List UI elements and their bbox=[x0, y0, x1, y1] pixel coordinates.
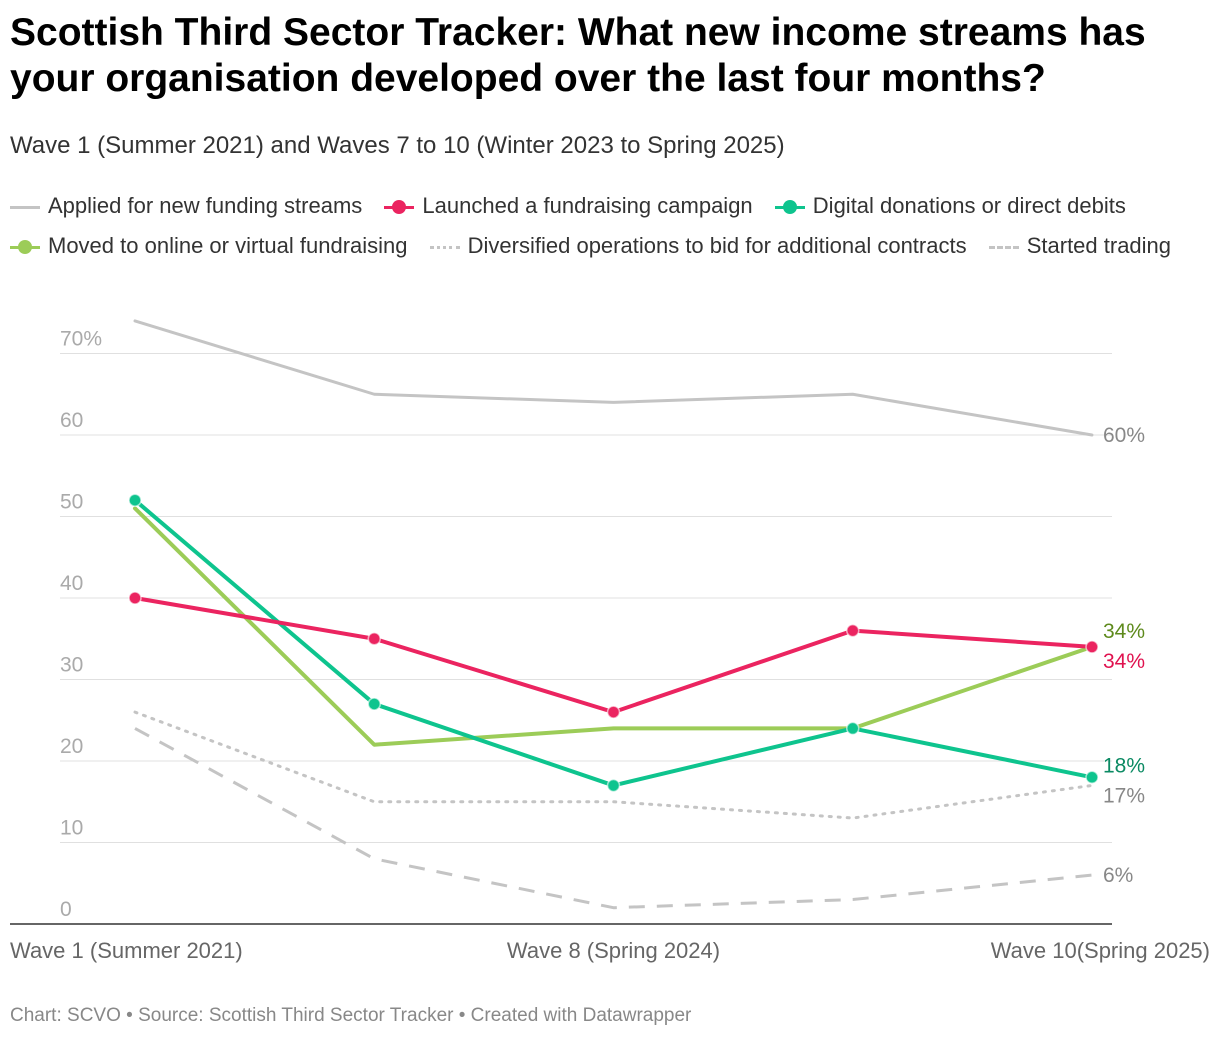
legend-label: Diversified operations to bid for additi… bbox=[467, 233, 967, 258]
data-labels: 60% 34% 18% 34% 17% 6% bbox=[1103, 424, 1145, 887]
data-point bbox=[128, 493, 142, 507]
line-swatch-icon bbox=[10, 200, 40, 214]
end-value-label: 34% bbox=[1103, 620, 1145, 643]
chart-subtitle: Wave 1 (Summer 2021) and Waves 7 to 10 (… bbox=[10, 132, 785, 159]
y-tick-label: 40 bbox=[60, 572, 83, 595]
data-point bbox=[1085, 770, 1099, 785]
y-tick-label: 30 bbox=[60, 654, 83, 677]
chart-footer: Chart: SCVO • Source: Scottish Third Sec… bbox=[10, 1005, 692, 1026]
end-value-label: 34% bbox=[1103, 650, 1145, 673]
legend-label: Moved to online or virtual fundraising bbox=[48, 233, 408, 258]
data-point bbox=[846, 721, 860, 736]
legend-label: Launched a fundraising campaign bbox=[422, 193, 753, 218]
legend-item-fundraising-campaign: Launched a fundraising campaign bbox=[384, 193, 753, 218]
y-tick-label: 70% bbox=[60, 328, 102, 351]
y-tick-label: 20 bbox=[60, 735, 83, 758]
data-point bbox=[1085, 640, 1099, 654]
end-value-label: 17% bbox=[1103, 784, 1145, 807]
chart-title: Scottish Third Sector Tracker: What new … bbox=[10, 11, 1146, 100]
legend-item-online-fundraising: Moved to online or virtual fundraising bbox=[10, 233, 408, 258]
y-tick-label: 50 bbox=[60, 491, 83, 514]
line-dot-swatch-icon bbox=[10, 240, 40, 255]
x-tick-label: Wave 10(Spring 2025) bbox=[991, 938, 1210, 963]
line-chart: 0 10 20 30 40 50 60 70% Wave 1 (Summer 2021) Wave… bbox=[10, 319, 1210, 963]
gridlines: 0 10 20 30 40 50 60 70% Wave 1 (Summer 2021) Wave… bbox=[10, 328, 1210, 963]
legend-label: Applied for new funding streams bbox=[48, 193, 363, 218]
legend-item-diversified-operations: Diversified operations to bid for additi… bbox=[429, 233, 967, 258]
data-point bbox=[367, 632, 381, 646]
legend-label: Started trading bbox=[1026, 233, 1172, 258]
legend-item-applied-funding: Applied for new funding streams bbox=[10, 193, 362, 218]
dashed-line-swatch-icon bbox=[988, 240, 1019, 254]
end-value-label: 18% bbox=[1103, 754, 1145, 777]
data-point bbox=[846, 623, 860, 638]
x-tick-label: Wave 1 (Summer 2021) bbox=[10, 938, 243, 963]
series-line-2 bbox=[133, 498, 1094, 788]
line-dot-swatch-icon bbox=[384, 200, 415, 215]
series-line-0 bbox=[133, 319, 1094, 437]
legend-item-digital-donations: Digital donations or direct debits bbox=[774, 193, 1126, 218]
end-value-label: 60% bbox=[1103, 424, 1145, 447]
series-line-3 bbox=[133, 506, 1094, 747]
x-tick-label: Wave 8 (Spring 2024) bbox=[507, 938, 720, 963]
data-point bbox=[128, 591, 142, 605]
series-line-5 bbox=[134, 727, 1093, 910]
legend-label: Digital donations or direct debits bbox=[812, 193, 1126, 218]
series-line-4 bbox=[133, 710, 1094, 820]
data-point bbox=[606, 778, 621, 793]
y-tick-label: 0 bbox=[60, 898, 72, 921]
data-point bbox=[606, 705, 621, 719]
dotted-line-swatch-icon bbox=[429, 240, 460, 254]
legend-item-started-trading: Started trading bbox=[988, 233, 1172, 258]
line-dot-swatch-icon bbox=[774, 200, 805, 215]
data-point bbox=[367, 697, 381, 711]
end-value-label: 6% bbox=[1103, 864, 1133, 887]
y-tick-label: 60 bbox=[60, 409, 83, 432]
legend: Applied for new funding streams Launched… bbox=[10, 186, 1190, 266]
series-lines bbox=[128, 319, 1099, 910]
y-tick-label: 10 bbox=[60, 817, 83, 840]
